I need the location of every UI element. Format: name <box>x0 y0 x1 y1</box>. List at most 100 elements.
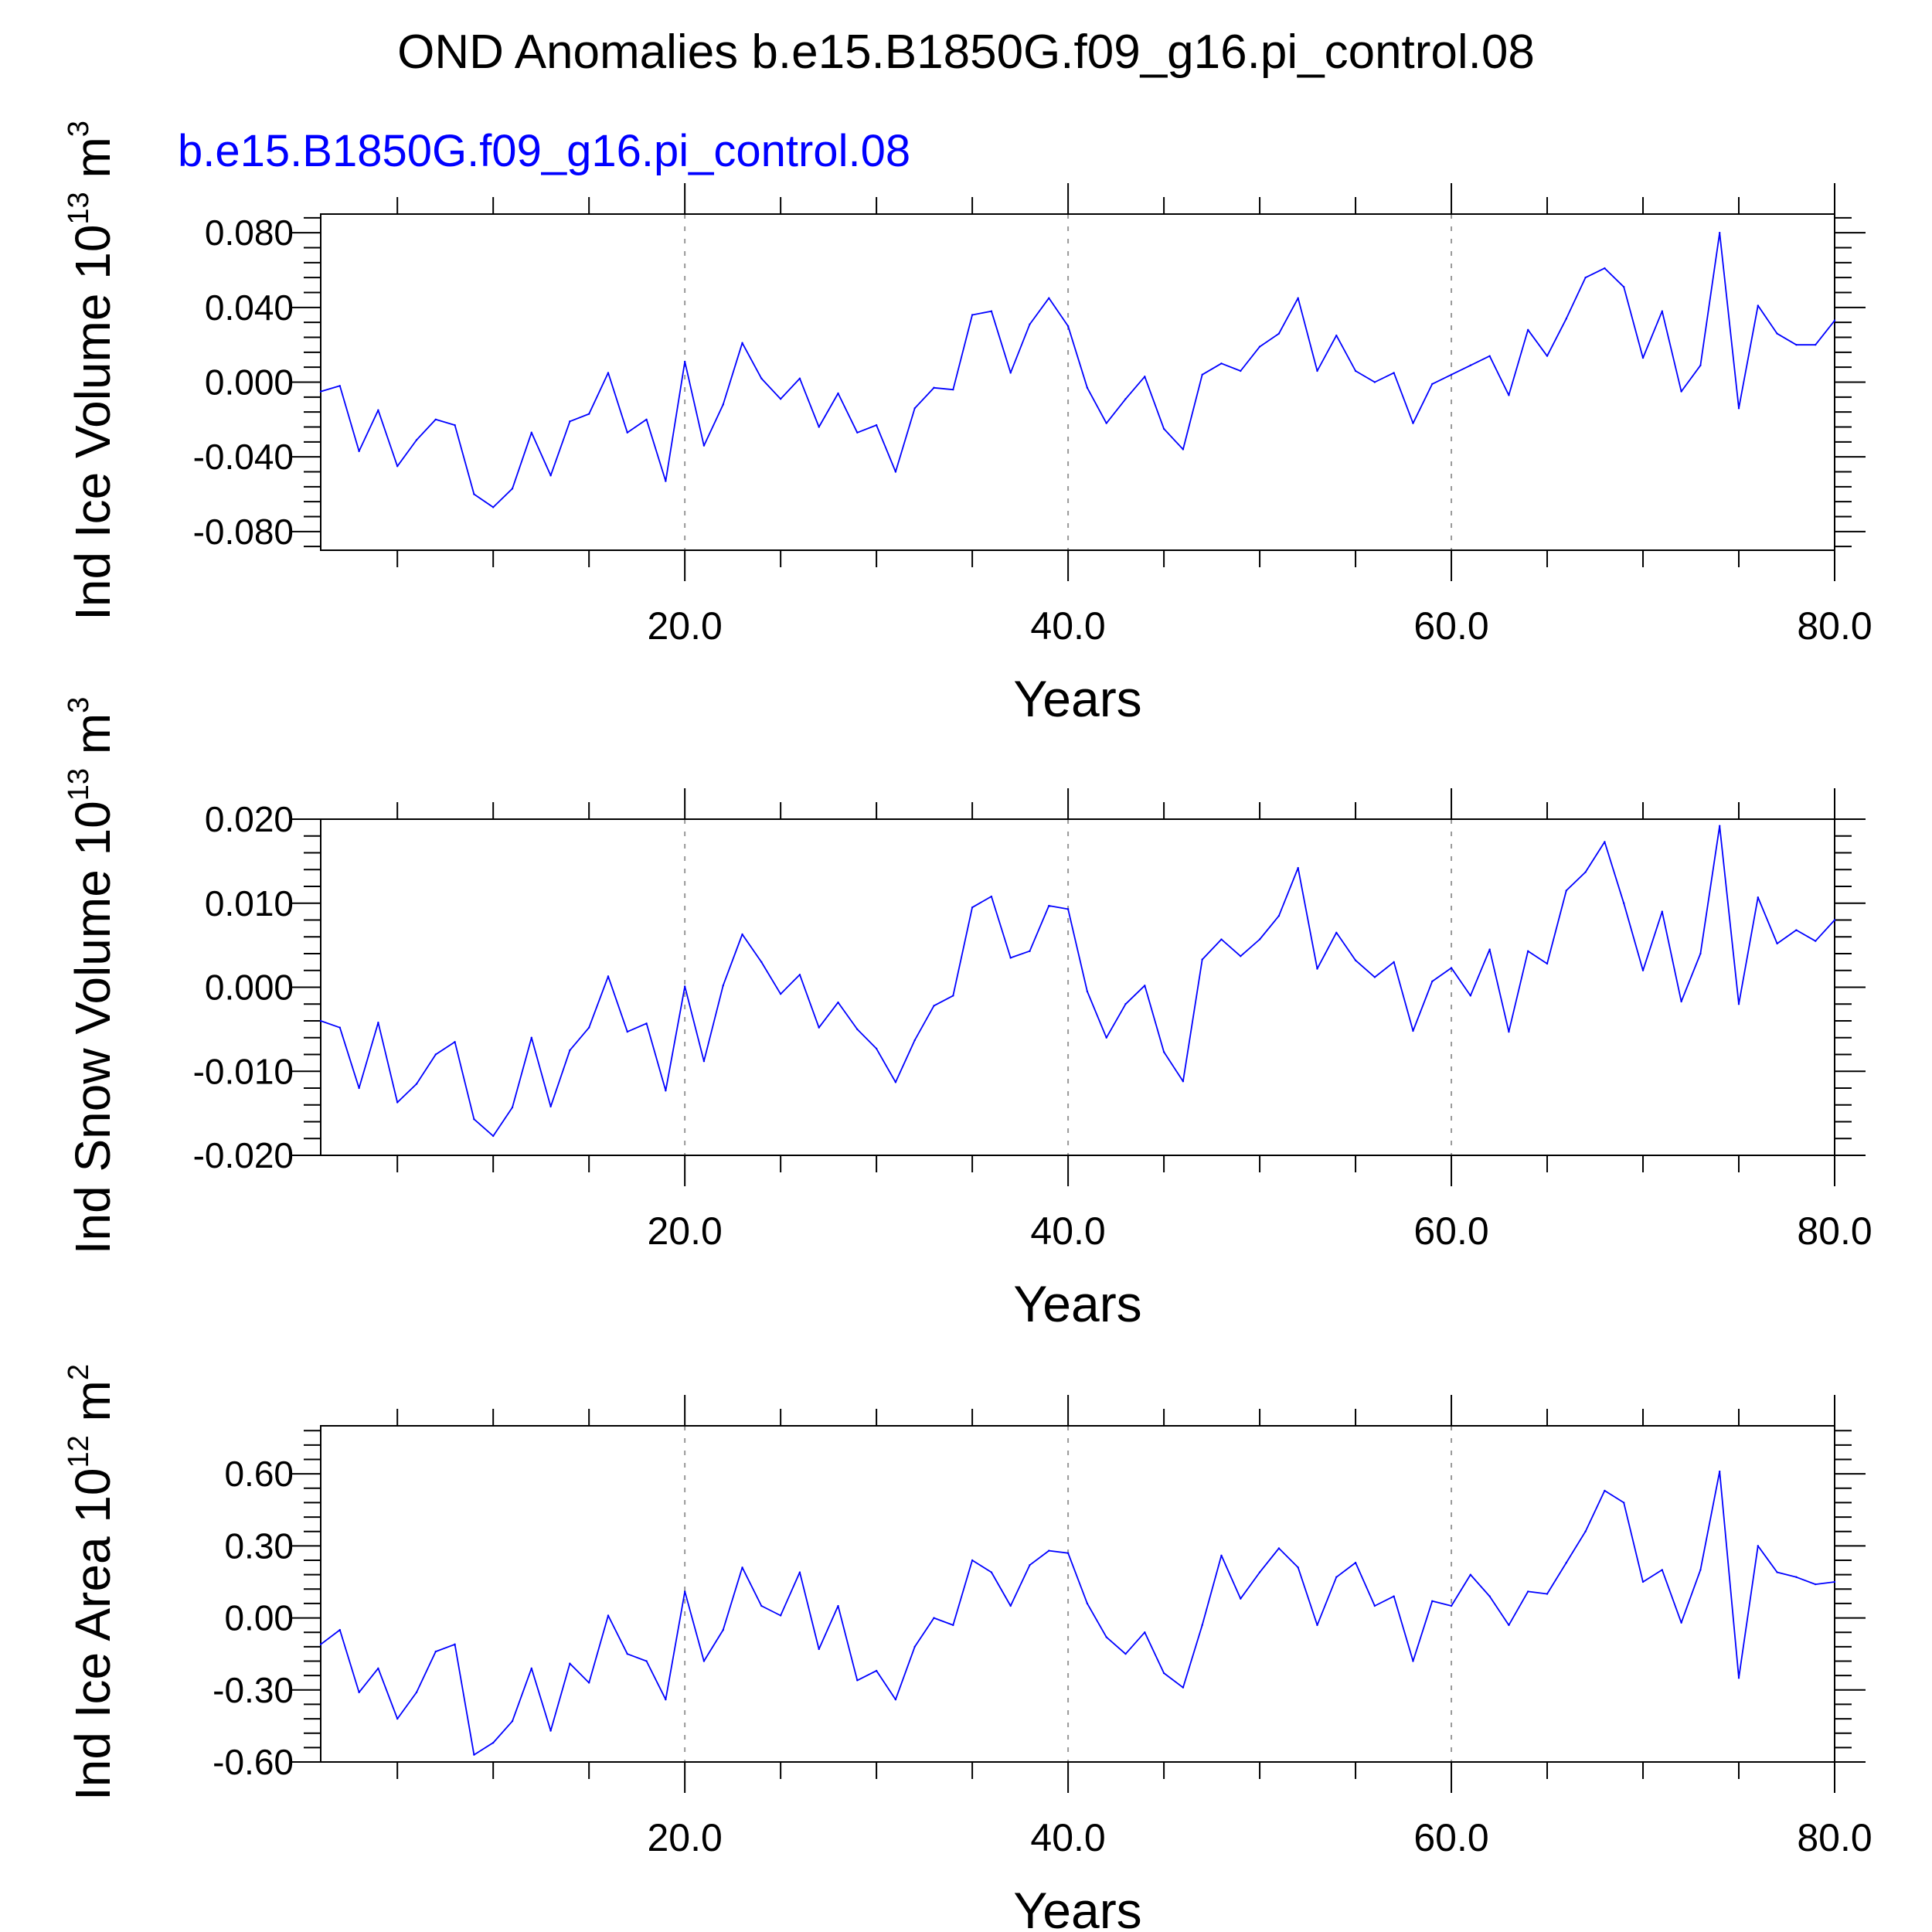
data-point <box>1048 1549 1050 1552</box>
y-tick-label: 0.040 <box>205 287 294 328</box>
data-point <box>607 372 610 374</box>
x-axis-label: Years <box>1013 1275 1141 1332</box>
data-point <box>856 1028 859 1031</box>
data-point <box>1469 1573 1472 1576</box>
data-point <box>1815 343 1817 346</box>
data-point <box>1469 364 1472 366</box>
data-point <box>1604 1489 1606 1492</box>
data-point <box>1680 1000 1682 1003</box>
data-point <box>1776 332 1778 335</box>
data-point <box>1795 929 1798 931</box>
data-point <box>511 488 514 490</box>
data-point <box>569 1662 571 1665</box>
data-point <box>837 1604 839 1607</box>
data-point <box>1565 318 1568 320</box>
data-point <box>760 1604 763 1607</box>
data-point <box>1412 1029 1414 1032</box>
data-point <box>1393 961 1395 964</box>
data-point <box>741 342 743 344</box>
data-point <box>607 975 610 978</box>
data-point <box>1699 1569 1702 1571</box>
data-point <box>645 1660 648 1662</box>
data-point <box>1699 952 1702 955</box>
data-point <box>1335 931 1338 934</box>
chart-panel-2: -0.020 -0.010 0.000 0.010 0.020 20.0 40.0 60.0 8… <box>63 697 1872 1332</box>
data-point <box>1604 267 1606 270</box>
data-point <box>1393 372 1395 374</box>
data-point <box>434 1650 437 1653</box>
data-point <box>952 995 954 997</box>
data-point <box>1680 390 1682 393</box>
data-point <box>818 1648 820 1651</box>
data-point <box>1546 355 1549 357</box>
data-point <box>722 403 724 406</box>
data-point <box>1508 1030 1510 1033</box>
data-point <box>1776 1571 1778 1573</box>
data-point <box>1048 904 1050 907</box>
data-point <box>1815 1583 1817 1586</box>
data-point <box>1527 1590 1529 1593</box>
data-point <box>1201 958 1203 961</box>
data-point <box>913 407 916 410</box>
data-point <box>1776 942 1778 945</box>
y-tick-label: 0.00 <box>224 1598 294 1638</box>
data-point <box>1335 334 1338 337</box>
data-point <box>818 1026 820 1029</box>
data-point <box>933 1617 935 1619</box>
data-point <box>1086 990 1089 993</box>
series-line <box>320 232 1835 509</box>
data-point <box>587 1682 590 1684</box>
y-tick-label: -0.010 <box>193 1051 294 1091</box>
y-tick-label: 0.020 <box>205 799 294 839</box>
data-point <box>933 386 935 389</box>
data-point <box>779 398 782 400</box>
data-point <box>1277 914 1281 917</box>
data-point <box>1795 343 1798 346</box>
series-line <box>320 1471 1835 1756</box>
data-point <box>760 377 763 379</box>
data-point <box>396 1717 399 1720</box>
data-point <box>741 933 743 936</box>
data-point <box>1297 1566 1299 1569</box>
data-point <box>1641 356 1645 359</box>
data-point <box>415 1083 418 1085</box>
data-point <box>1412 422 1414 424</box>
data-point <box>1431 1600 1434 1603</box>
data-point <box>1240 369 1242 372</box>
data-point <box>1297 297 1299 299</box>
chart-panel-3: -0.60 -0.30 0.00 0.30 0.60 20.0 40.0 60.0 80.0 Ye… <box>63 1364 1872 1932</box>
data-point <box>396 1101 399 1104</box>
data-point <box>1815 940 1817 942</box>
x-tick-label: 20.0 <box>647 1816 722 1859</box>
data-point <box>1719 825 1721 827</box>
data-point <box>1737 1003 1740 1005</box>
data-point <box>338 385 341 387</box>
data-point <box>1833 919 1836 921</box>
data-point <box>1201 1624 1203 1627</box>
data-point <box>894 1081 897 1083</box>
data-point <box>1757 896 1760 899</box>
data-point <box>1719 231 1721 234</box>
data-point <box>1373 1604 1376 1607</box>
data-point <box>358 450 360 453</box>
data-point <box>894 1699 897 1701</box>
data-point <box>1240 955 1242 957</box>
data-point <box>1009 372 1012 374</box>
y-tick-label: -0.020 <box>193 1135 294 1175</box>
data-point <box>377 1021 379 1024</box>
data-point <box>1258 1571 1261 1573</box>
data-point <box>1220 938 1223 940</box>
y-tick-label: -0.080 <box>193 512 294 552</box>
y-tick-label: 0.60 <box>224 1454 294 1494</box>
data-point <box>377 409 379 411</box>
data-point <box>1277 332 1281 335</box>
y-tick-label: 0.080 <box>205 213 294 253</box>
data-point <box>702 444 706 447</box>
data-point <box>894 471 897 473</box>
x-axis-label: Years <box>1013 670 1141 727</box>
data-point <box>1527 950 1529 952</box>
y-tick-label: 0.010 <box>205 883 294 923</box>
data-point <box>722 985 724 987</box>
data-point <box>1105 1036 1107 1039</box>
data-point <box>875 423 878 427</box>
